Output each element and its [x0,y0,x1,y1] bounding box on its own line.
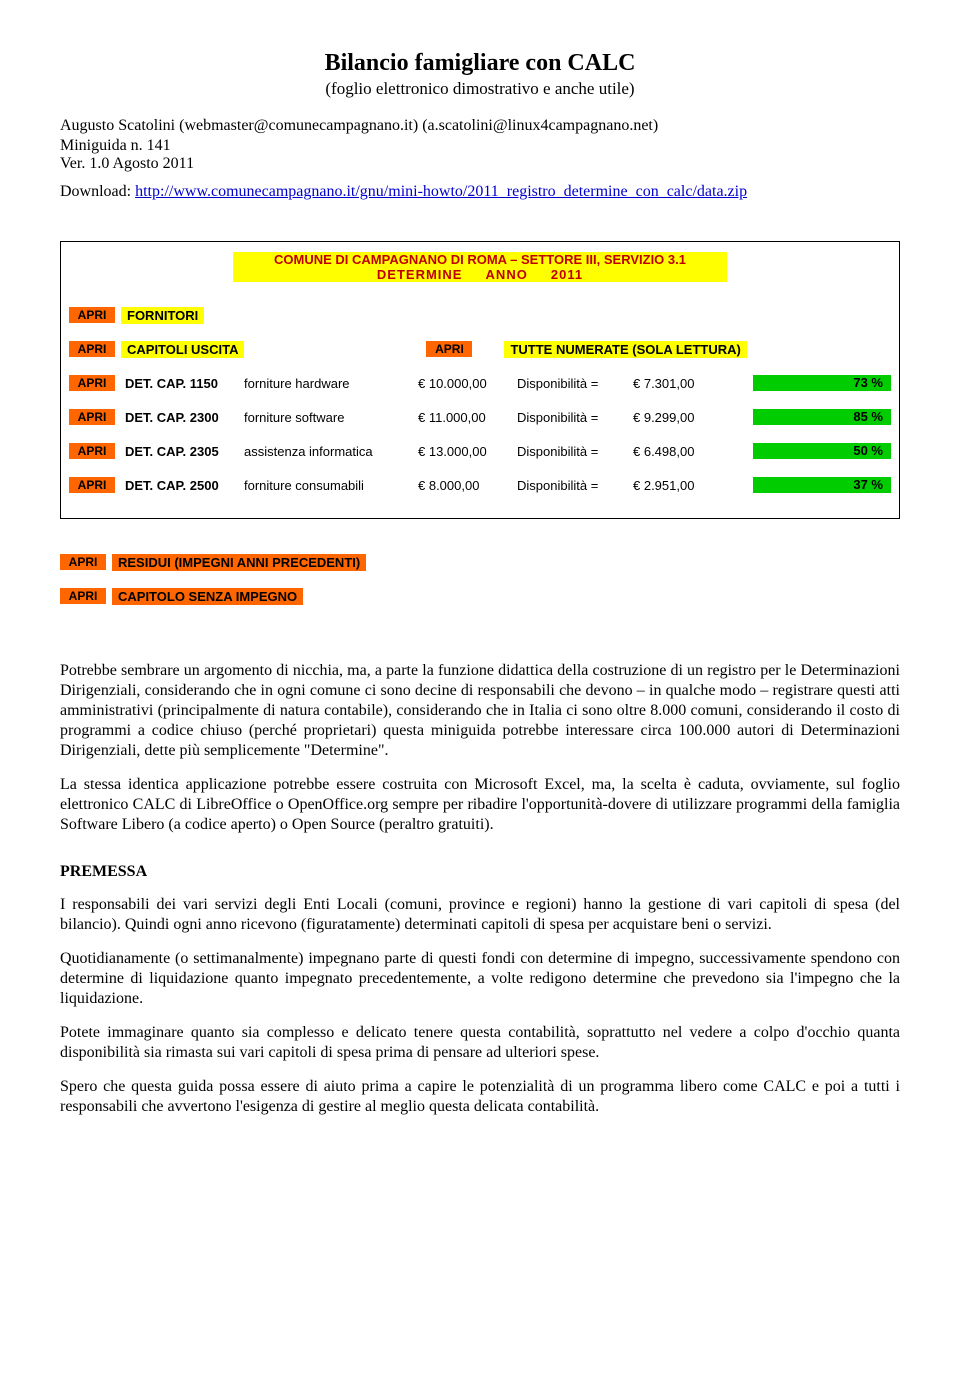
apri-button-residui[interactable]: APRI [60,554,106,570]
disp-label: Disponibilità = [513,376,623,391]
calc-screenshot: COMUNE DI CAMPAGNANO DI ROMA – SETTORE I… [60,241,900,519]
percent-bar: 85 % [753,409,891,425]
disp-label: Disponibilità = [513,410,623,425]
percent-bar: 73 % [753,375,891,391]
desc-cell: forniture hardware [240,376,408,391]
paragraph: I responsabili dei vari servizi degli En… [60,895,900,935]
paragraph: Quotidianamente (o settimanalmente) impe… [60,949,900,1009]
disp-label: Disponibilità = [513,444,623,459]
budget-cell: € 11.000,00 [414,410,507,425]
label-capitoli-uscita: CAPITOLI USCITA [121,341,244,358]
percent-bar: 37 % [753,477,891,493]
cap-cell: DET. CAP. 2300 [121,410,234,425]
table-row: APRI DET. CAP. 2300 forniture software €… [69,402,891,432]
budget-cell: € 8.000,00 [414,478,507,493]
screenshot-figure: COMUNE DI CAMPAGNANO DI ROMA – SETTORE I… [60,241,900,611]
paragraph: Potete immaginare quanto sia complesso e… [60,1023,900,1063]
apri-button-row[interactable]: APRI [69,443,115,459]
cap-cell: DET. CAP. 2305 [121,444,234,459]
screenshot-header-2: DETERMINE ANNO 2011 [233,267,726,282]
budget-cell: € 10.000,00 [414,376,507,391]
avail-cell: € 6.498,00 [629,444,707,459]
cap-cell: DET. CAP. 2500 [121,478,234,493]
apri-button-row[interactable]: APRI [69,409,115,425]
apri-button-tutte[interactable]: APRI [426,341,472,357]
page-subtitle: (foglio elettronico dimostrativo e anche… [60,79,900,99]
download-label: Download: [60,183,135,200]
label-fornitori: FORNITORI [121,307,204,324]
apri-button-senza-impegno[interactable]: APRI [60,588,106,604]
section-premessa: PREMESSA [60,863,900,881]
paragraph: La stessa identica applicazione potrebbe… [60,775,900,835]
screenshot-header-1: COMUNE DI CAMPAGNANO DI ROMA – SETTORE I… [233,252,726,267]
desc-cell: forniture consumabili [240,478,408,493]
label-tutte-numerate: TUTTE NUMERATE (SOLA LETTURA) [504,341,746,358]
label-residui: RESIDUI (IMPEGNI ANNI PRECEDENTI) [112,554,366,571]
paragraph: Spero che questa guida possa essere di a… [60,1077,900,1117]
disp-label: Disponibilità = [513,478,623,493]
desc-cell: assistenza informatica [240,444,408,459]
author-line: Augusto Scatolini (webmaster@comunecampa… [60,117,900,135]
paragraph: Potrebbe sembrare un argomento di nicchi… [60,661,900,761]
apri-button-capitoli[interactable]: APRI [69,341,115,357]
apri-button-row[interactable]: APRI [69,375,115,391]
download-link[interactable]: http://www.comunecampagnano.it/gnu/mini-… [135,183,747,200]
avail-cell: € 7.301,00 [629,376,707,391]
avail-cell: € 2.951,00 [629,478,707,493]
budget-cell: € 13.000,00 [414,444,507,459]
cap-cell: DET. CAP. 1150 [121,376,234,391]
page-title: Bilancio famigliare con CALC [60,50,900,77]
version-line: Ver. 1.0 Agosto 2011 [60,155,900,173]
table-row: APRI DET. CAP. 2305 assistenza informati… [69,436,891,466]
miniguida-line: Miniguida n. 141 [60,137,900,155]
apri-button-fornitori[interactable]: APRI [69,307,115,323]
apri-button-row[interactable]: APRI [69,477,115,493]
desc-cell: forniture software [240,410,408,425]
percent-bar: 50 % [753,443,891,459]
label-senza-impegno: CAPITOLO SENZA IMPEGNO [112,588,303,605]
table-row: APRI DET. CAP. 1150 forniture hardware €… [69,368,891,398]
avail-cell: € 9.299,00 [629,410,707,425]
download-line: Download: http://www.comunecampagnano.it… [60,183,900,201]
table-row: APRI DET. CAP. 2500 forniture consumabil… [69,470,891,500]
